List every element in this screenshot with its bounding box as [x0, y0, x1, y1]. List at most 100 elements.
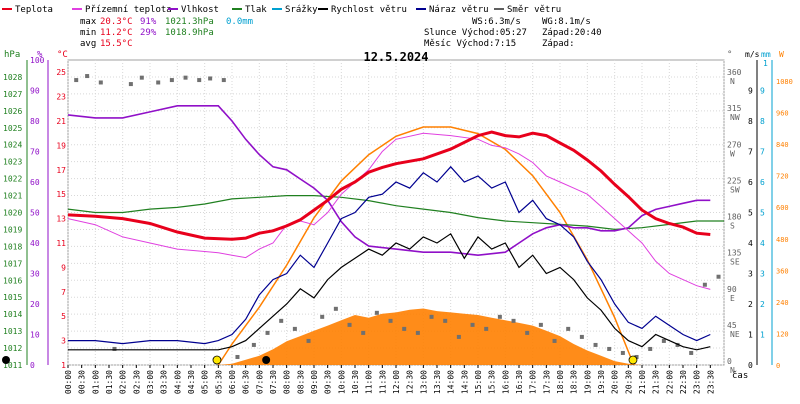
sun-set: Západ:20:40: [542, 28, 602, 38]
wind-dir-point: [579, 334, 584, 339]
tick-pct: 30: [30, 270, 40, 279]
wind-dir-point: [552, 338, 557, 343]
tick-hpa: 1017: [3, 259, 22, 268]
x-tick-label: 02:00: [119, 370, 128, 394]
tick-hpa: 1021: [3, 192, 22, 201]
wind-dir-point: [197, 78, 202, 83]
moon-set: Západ:: [542, 39, 575, 49]
tick-dir-name: SE: [730, 258, 740, 267]
axis-label-solar: W: [779, 50, 784, 59]
moon-rise: Měsíc Východ:7:15: [424, 39, 516, 49]
tick-temp: 1: [61, 361, 66, 370]
x-tick-label: 00:00: [64, 370, 73, 394]
tick-temp: 25: [56, 68, 66, 77]
tick-dir: 0: [727, 357, 732, 366]
x-tick-label: 13:30: [433, 370, 442, 394]
legend-label: Srážky: [285, 5, 318, 15]
tick-wind: 7: [748, 148, 753, 157]
wind-dir-point: [169, 78, 174, 83]
wind-dir-point: [112, 346, 117, 351]
series-wind-speed: [68, 232, 711, 351]
tick-temp: 7: [61, 288, 66, 297]
wind-dir-point: [98, 80, 103, 85]
wind-dir-point: [443, 318, 448, 323]
axis-label-wind: m/s: [745, 50, 760, 59]
tick-temp: 5: [61, 312, 66, 321]
wind-dir-point: [415, 330, 420, 335]
wind-dir-point: [361, 330, 366, 335]
tick-hpa: 1011: [3, 361, 22, 370]
tick-pct: 40: [30, 239, 40, 248]
x-tick-label: 01:00: [91, 370, 100, 394]
legend-label: Směr větru: [507, 5, 561, 15]
wind-dir-point: [525, 330, 530, 335]
stat-press: 1018.9hPa: [165, 28, 214, 38]
wind-dir-point: [689, 350, 694, 355]
tick-pct: 100: [30, 56, 45, 65]
wind-dir-point: [716, 274, 721, 279]
solar-max-line: [217, 126, 635, 366]
x-tick-label: 08:00: [283, 370, 292, 394]
tick-wind: 8: [748, 117, 753, 126]
legend-label: Přízemní teplota: [85, 5, 172, 15]
tick-dir: 45: [727, 321, 737, 330]
tick-wind: 2: [748, 300, 753, 309]
axes: hPa1028102710261025102410231022102110201…: [3, 50, 793, 375]
tick-hpa: 1026: [3, 107, 22, 116]
tick-solar: 720: [776, 173, 789, 181]
x-tick-label: 22:00: [665, 370, 674, 394]
series-gust: [68, 165, 711, 345]
wind-dir-point: [484, 326, 489, 331]
wind-dir-point: [497, 314, 502, 319]
series-temperature: [67, 130, 711, 241]
x-tick-label: 03:30: [160, 370, 169, 394]
tick-hpa: 1013: [3, 327, 22, 336]
tick-temp: 15: [56, 190, 66, 199]
axis-label-temp: °C: [57, 50, 68, 60]
tick-solar: 240: [776, 299, 789, 307]
tick-dir: 90: [727, 285, 737, 294]
tick-rain-scale: 1: [760, 331, 765, 340]
tick-dir-name: N: [730, 77, 735, 86]
tick-temp: 11: [56, 239, 66, 248]
tick-solar: 480: [776, 236, 789, 244]
moon-marker-left: [2, 356, 10, 364]
tick-solar: 960: [776, 110, 789, 118]
tick-dir: 225: [727, 176, 742, 185]
x-tick-label: 23:30: [706, 370, 715, 394]
x-tick-label: 14:00: [447, 370, 456, 394]
wind-dir-point: [156, 80, 161, 85]
wind-dir-point: [347, 322, 352, 327]
tick-dir: 180: [727, 213, 742, 222]
sun-marker: [212, 355, 222, 365]
x-tick-label: 19:30: [597, 370, 606, 394]
tick-wind: 0: [748, 361, 753, 370]
x-tick-label: 14:30: [460, 370, 469, 394]
tick-hpa: 1023: [3, 158, 22, 167]
axis-label-hpa: hPa: [4, 50, 20, 60]
wind-dir-point: [470, 322, 475, 327]
tick-wind: 4: [748, 239, 753, 248]
tick-pct: 10: [30, 331, 40, 340]
wind-dir-point: [306, 338, 311, 343]
tick-solar: 1080: [776, 78, 793, 86]
wind-dir-point: [320, 314, 325, 319]
tick-wind: 9: [748, 87, 753, 96]
x-tick-label: 11:30: [378, 370, 387, 394]
wind-dir-point: [402, 326, 407, 331]
tick-rain-scale: 9: [760, 87, 765, 96]
x-tick-label: 22:30: [679, 370, 688, 394]
tick-rain-scale: 4: [760, 239, 765, 248]
tick-dir-name: NW: [730, 113, 740, 122]
wind-dir-point: [292, 326, 297, 331]
tick-dir-name: NE: [730, 330, 740, 339]
wind-dir-point: [607, 346, 612, 351]
tick-dir: 315: [727, 104, 742, 113]
tick-hpa: 1020: [3, 209, 22, 218]
tick-rain-scale: 6: [760, 178, 765, 187]
tick-dir: 270: [727, 140, 742, 149]
tick-solar: 840: [776, 141, 789, 149]
x-tick-label: 01:30: [105, 370, 114, 394]
x-tick-label: 18:30: [570, 370, 579, 394]
tick-rain-scale: 2: [760, 300, 765, 309]
